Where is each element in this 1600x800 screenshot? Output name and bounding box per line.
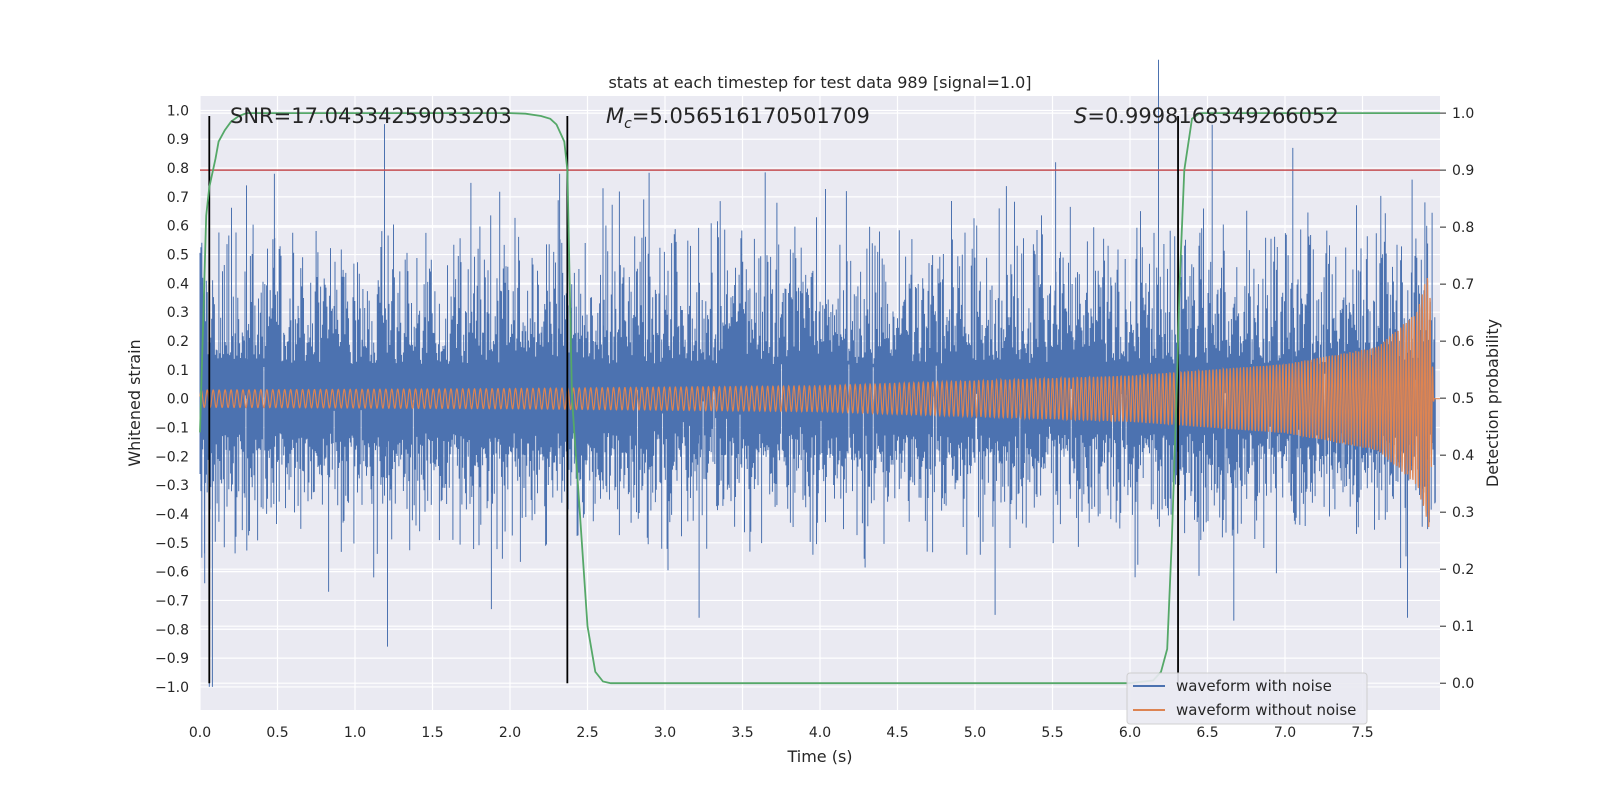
x-axis-label: Time (s)	[786, 747, 852, 766]
y-left-tick-label: 0.3	[167, 305, 189, 321]
y-left-tick-label: 0.4	[167, 276, 189, 292]
x-tick-label: 1.5	[421, 725, 443, 741]
y-left-tick-label: −0.4	[155, 507, 189, 523]
y-left-tick-label: −0.1	[155, 421, 189, 437]
y-left-tick-label: −0.8	[155, 622, 189, 638]
x-tick-label: 7.5	[1351, 725, 1373, 741]
y-right-tick-label: 0.2	[1452, 562, 1474, 578]
x-tick-label: 4.5	[886, 725, 908, 741]
y-right-tick-label: 1.0	[1452, 106, 1474, 122]
y-left-tick-label: −0.2	[155, 449, 189, 465]
chirp-mass-subscript: c	[624, 116, 632, 132]
x-tick-label: 2.5	[576, 725, 598, 741]
y-right-tick-label: 0.6	[1452, 334, 1474, 350]
y-left-axis-ticks: 1.0 0.9 0.8 0.7 0.6 0.5 0.4 0.3 0.2 0.1 0.0 −0.1 −0.…	[155, 103, 189, 696]
y-left-tick-label: 0.0	[167, 392, 189, 408]
y-right-tick-label: 0.0	[1452, 676, 1474, 692]
y-right-tick-label: 0.7	[1452, 277, 1474, 293]
y-left-tick-label: 0.6	[167, 219, 189, 235]
y-left-tick-label: 0.5	[167, 248, 189, 264]
chirp-mass-annotation: Mc=5.056516170501709	[606, 104, 870, 132]
x-tick-label: 5.0	[964, 725, 986, 741]
y-right-axis-ticks: 1.0 0.9 0.8 0.7 0.6 0.5 0.4 0.3 0.2 0.1 0.0	[1440, 106, 1474, 692]
y-left-tick-label: −1.0	[155, 680, 189, 696]
legend-box	[1126, 672, 1368, 725]
legend: waveform with noise waveform without noi…	[1126, 672, 1368, 725]
x-tick-label: 4.0	[809, 725, 831, 741]
y-left-tick-label: 1.0	[167, 103, 189, 119]
y-left-tick-label: −0.7	[155, 593, 189, 609]
y-right-tick-label: 0.1	[1452, 619, 1474, 635]
y-right-axis-label: Detection probability	[1483, 319, 1502, 487]
x-tick-label: 0.5	[266, 725, 288, 741]
y-left-axis-label: Whitened strain	[125, 339, 144, 466]
chirp-mass-value: =5.056516170501709	[632, 104, 870, 128]
x-tick-label: 1.0	[344, 725, 366, 741]
y-left-tick-label: 0.8	[167, 161, 189, 177]
x-tick-label: 3.0	[654, 725, 676, 741]
x-tick-label: 6.5	[1196, 725, 1218, 741]
series-waveform-without-noise	[199, 277, 1440, 528]
y-left-tick-label: −0.5	[155, 536, 189, 552]
y-left-tick-label: 0.7	[167, 190, 189, 206]
x-tick-label: 2.0	[499, 725, 521, 741]
y-left-tick-label: −0.6	[155, 565, 189, 581]
x-axis-ticks: 0.0 0.5 1.0 1.5 2.0 2.5 3.0 3.5 4.0 4.5 5.0 5.5 6.0 6…	[189, 725, 1374, 741]
y-right-tick-label: 0.4	[1452, 448, 1474, 464]
y-right-tick-label: 0.9	[1452, 163, 1474, 179]
snr-annotation: SNR=17.04334259033203	[230, 104, 512, 128]
chart-title: stats at each timestep for test data 989…	[608, 73, 1031, 92]
s-value: =0.9998168349266052	[1087, 104, 1338, 128]
y-left-tick-label: −0.3	[155, 478, 189, 494]
y-right-tick-label: 0.3	[1452, 505, 1474, 521]
s-symbol: S	[1074, 104, 1087, 128]
y-left-tick-label: −0.9	[155, 651, 189, 667]
y-right-tick-label: 0.5	[1452, 391, 1474, 407]
y-left-tick-label: 0.9	[167, 132, 189, 148]
x-tick-label: 6.0	[1119, 725, 1141, 741]
x-tick-label: 7.0	[1274, 725, 1296, 741]
x-tick-label: 5.5	[1041, 725, 1063, 741]
legend-label-clean: waveform without noise	[1176, 701, 1356, 719]
x-tick-label: 0.0	[189, 725, 211, 741]
legend-label-noise: waveform with noise	[1176, 677, 1332, 695]
s-annotation: S=0.9998168349266052	[1074, 104, 1339, 128]
plot-content	[199, 59, 1440, 687]
series-detection-probability	[199, 112, 1440, 685]
y-right-tick-label: 0.8	[1452, 220, 1474, 236]
chirp-mass-symbol: M	[606, 104, 624, 128]
x-tick-label: 3.5	[731, 725, 753, 741]
y-left-tick-label: 0.1	[167, 363, 189, 379]
y-left-tick-label: 0.2	[167, 334, 189, 350]
